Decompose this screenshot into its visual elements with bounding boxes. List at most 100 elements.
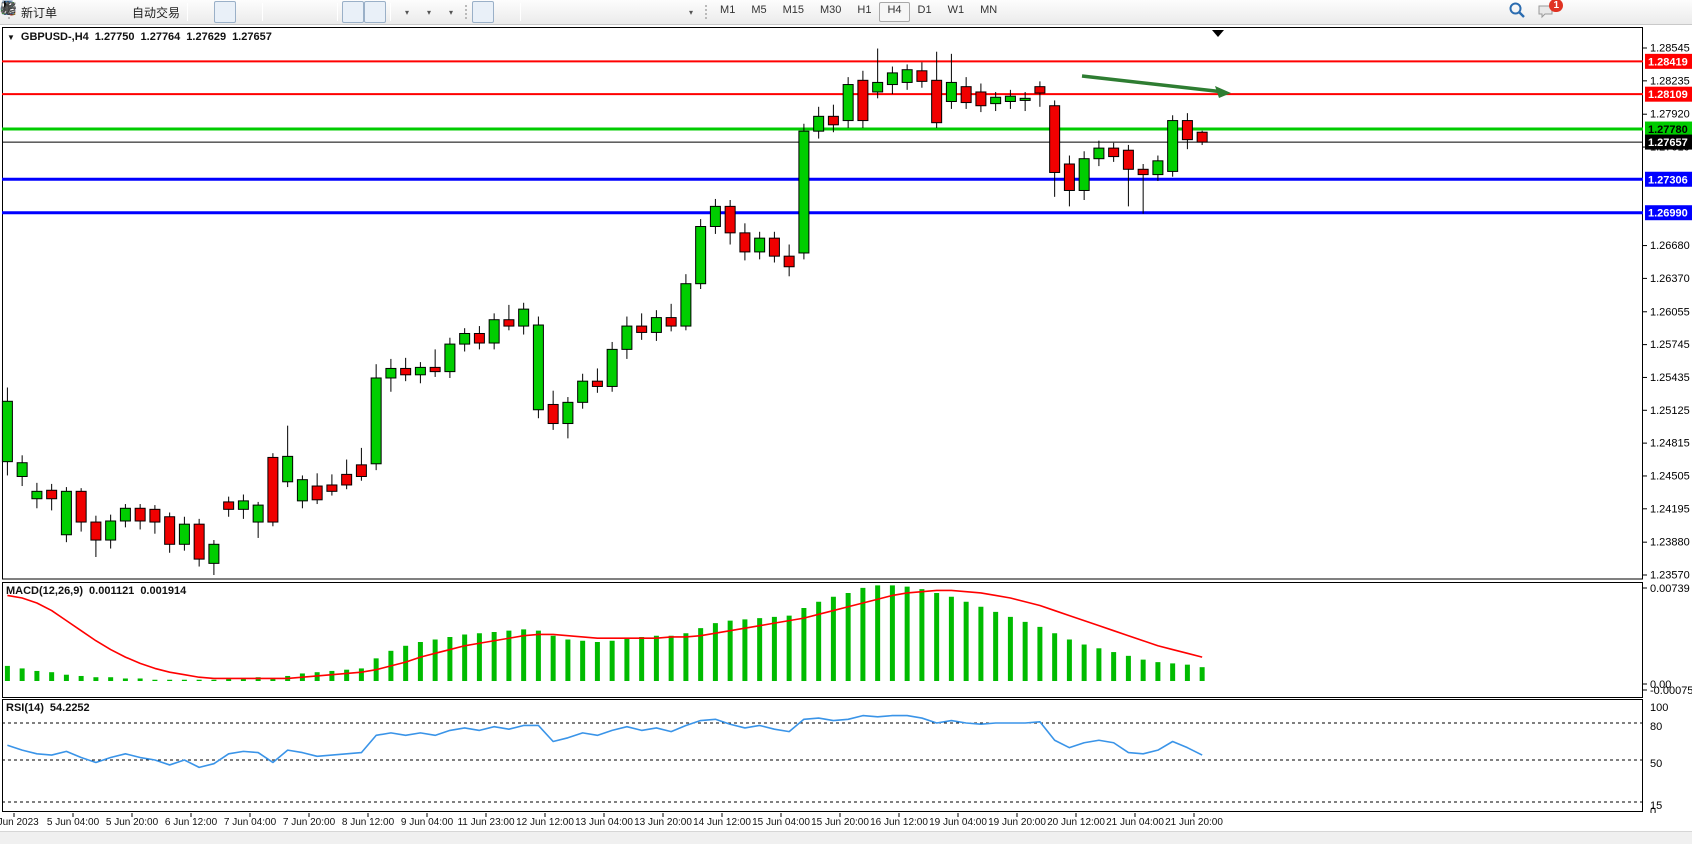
- candle: [252, 504, 264, 523]
- timeframe-m5-button[interactable]: M5: [751, 4, 767, 16]
- candle: [341, 473, 353, 486]
- price-tick-label: 1.23570: [1650, 570, 1690, 582]
- timeframe-m1-button[interactable]: M1: [720, 4, 736, 16]
- candle: [1063, 163, 1075, 191]
- rsi-chart: 100 80 50 150: [2, 699, 1668, 813]
- timeframe-h4-button[interactable]: H4: [879, 2, 910, 22]
- chart-shift-marker[interactable]: [1212, 30, 1224, 37]
- crosshair-button[interactable]: [1, 1, 516, 23]
- rsi-panel[interactable]: RSI(14) 54.2252 100 80 50 15 0: [0, 699, 1692, 813]
- candle: [1122, 149, 1134, 170]
- timeframe-d1-button[interactable]: D1: [917, 4, 932, 16]
- price-tick-label: 1.28235: [1650, 75, 1690, 87]
- chart-menu-icon[interactable]: ▼: [7, 32, 15, 42]
- ohlc-close: 1.27657: [232, 31, 272, 43]
- tile-windows-button[interactable]: [2, 1, 333, 23]
- macd-label: MACD(12,26,9): [6, 585, 84, 597]
- candle: [208, 543, 220, 564]
- notifications-button[interactable]: 1: [1536, 0, 1563, 24]
- candle: [178, 523, 190, 545]
- timeframe-m15-button[interactable]: M15: [782, 4, 804, 16]
- time-axis-label: 12 Jun 12:00: [516, 817, 574, 828]
- timeframe-m30-button[interactable]: M30: [820, 4, 842, 16]
- candle: [975, 91, 987, 107]
- horizontal-line-button[interactable]: [2, 1, 569, 23]
- price-tick-label: 1.25125: [1650, 405, 1690, 417]
- trendline-button[interactable]: [1, 1, 591, 23]
- line-chart-button[interactable]: [1, 1, 258, 23]
- zoom-out-button[interactable]: [1, 1, 311, 23]
- macd-tick-label: -0.000751: [1650, 685, 1692, 697]
- candle: [680, 283, 692, 327]
- trend-arrow-annotation[interactable]: [1081, 74, 1225, 94]
- fibonacci-button[interactable]: F: [2, 1, 635, 23]
- candle: [1019, 97, 1031, 101]
- candle: [459, 332, 471, 345]
- main-chart-panel[interactable]: ▼ GBPUSD-,H4 1.27750 1.27764 1.27629 1.2765…: [0, 27, 1692, 582]
- candle: [872, 81, 884, 93]
- svg-text:T: T: [6, 4, 12, 14]
- cursor-button[interactable]: [4, 1, 495, 23]
- timeframe-mn-button[interactable]: MN: [980, 4, 998, 16]
- chevron-down-icon: ▾: [427, 7, 432, 17]
- periods-button[interactable]: ▾: [1, 1, 439, 23]
- market-button[interactable]: [2, 1, 82, 23]
- candle: [1152, 160, 1164, 176]
- search-button[interactable]: [1508, 2, 1530, 24]
- time-axis[interactable]: 2 Jun 2023 5 Jun 04:00 5 Jun 20:00 6 Jun 12…: [0, 813, 1692, 831]
- candle: [886, 72, 898, 86]
- candle: [768, 237, 780, 257]
- candle: [16, 462, 28, 477]
- macd-chart: 0.00739 0.00-0.000751: [2, 582, 1692, 698]
- price-level-badge: [1645, 205, 1692, 221]
- zoom-in-button[interactable]: [1, 1, 289, 23]
- candle: [105, 520, 117, 541]
- candle: [223, 501, 235, 510]
- macd-title: MACD(12,26,9) 0.001121 0.001914: [6, 585, 186, 597]
- chart-title: ▼ GBPUSD-,H4 1.27750 1.27764 1.27629 1.2765…: [7, 31, 272, 43]
- time-axis-label: 7 Jun 04:00: [223, 817, 277, 828]
- candle: [813, 115, 825, 132]
- rsi-tick-label: 80: [1650, 721, 1662, 733]
- chart-symbol-timeframe: GBPUSD-,H4: [20, 31, 89, 43]
- toolbar-separator: [187, 3, 189, 21]
- time-axis-label: 5 Jun 04:00: [46, 817, 100, 828]
- signals-button[interactable]: [1, 1, 126, 23]
- macd-signal-line: [7, 589, 1203, 680]
- candlestick-chart[interactable]: 1.285451.282351.279201.276101.266801.263…: [0, 27, 1692, 582]
- toolbar-grip[interactable]: [704, 4, 710, 20]
- time-axis-label: 19 Jun 04:00: [929, 817, 987, 828]
- autotrading-button[interactable]: 自动交易: [1, 1, 183, 23]
- new-order-button[interactable]: 新订单: [2, 0, 60, 23]
- templates-button[interactable]: ▾: [1, 1, 461, 23]
- rsi-line: [7, 714, 1203, 769]
- macd-panel[interactable]: MACD(12,26,9) 0.001121 0.001914 0.00739 0…: [0, 582, 1692, 699]
- indicators-button[interactable]: ▾: [1, 1, 417, 23]
- time-axis-label: 11 Jun 23:00: [457, 817, 515, 828]
- timeframe-h1-button[interactable]: H1: [857, 4, 872, 16]
- toolbar-grip[interactable]: [464, 4, 470, 20]
- candle: [119, 507, 131, 522]
- candle: [355, 464, 367, 477]
- status-bar: [0, 831, 1692, 844]
- candle: [547, 403, 559, 425]
- auto-scroll-button[interactable]: [3, 1, 387, 23]
- price-level-badge: [1645, 134, 1692, 150]
- vertical-line-button[interactable]: [6, 1, 547, 23]
- toolbar-separator: [262, 3, 264, 21]
- candlestick-chart-button[interactable]: [2, 1, 237, 23]
- candle: [591, 380, 603, 387]
- timeframe-w1-button[interactable]: W1: [947, 4, 965, 16]
- chart-shift-button[interactable]: [3, 1, 365, 23]
- equidistant-channel-button[interactable]: E: [0, 1, 613, 23]
- macd-value: 0.001121: [89, 585, 135, 597]
- candle: [636, 325, 648, 333]
- time-axis-label: 9 Jun 04:00: [400, 817, 454, 828]
- toolbar-separator: [337, 3, 339, 21]
- community-button[interactable]: [0, 1, 104, 23]
- bar-chart-button[interactable]: [2, 1, 214, 23]
- text-label-button[interactable]: T: [1, 1, 679, 23]
- arrows-button[interactable]: ▾: [2, 1, 701, 23]
- text-button[interactable]: A: [3, 1, 657, 23]
